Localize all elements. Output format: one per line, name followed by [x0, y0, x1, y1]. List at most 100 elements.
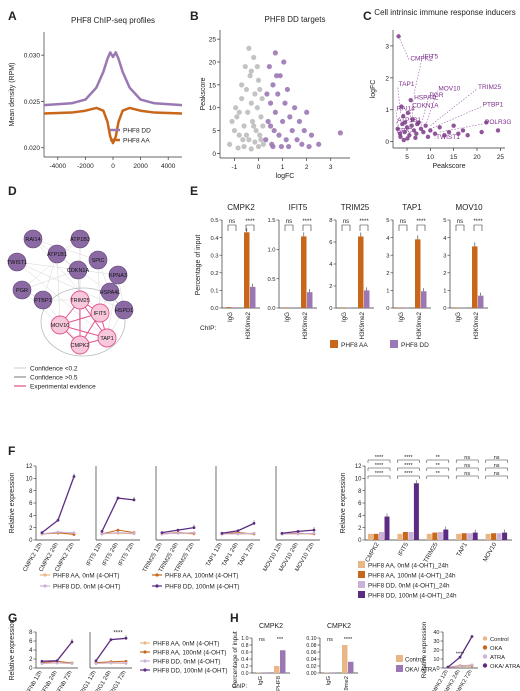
bar: [502, 532, 508, 540]
y-axis-label: Relative expression: [9, 619, 16, 680]
y-tick-label: 10: [26, 477, 33, 483]
sig-bracket: [485, 467, 508, 471]
y-tick-label: 10: [355, 477, 362, 483]
annotation-label: RAI14: [397, 105, 415, 112]
network-node-label: CMPK2: [71, 343, 90, 349]
sig-label: ns: [327, 637, 333, 643]
bar: [467, 533, 473, 540]
sig-bracket: [367, 459, 391, 463]
panel-letter: A: [8, 9, 17, 23]
data-point-grey: [254, 63, 260, 70]
bar: [432, 532, 438, 540]
data-point-grey: [243, 86, 250, 93]
sig-label: ****: [359, 219, 369, 225]
network-node: [33, 290, 53, 310]
data-point-purple: [287, 114, 293, 120]
bar-phf8-dd: [289, 307, 295, 308]
y-tick-label: 2: [329, 284, 332, 290]
data-point: [72, 531, 76, 534]
x-tick-label: H3K9me2: [302, 311, 309, 339]
data-point-purple: [308, 132, 315, 138]
network-node-label: ATP1B1: [47, 252, 67, 258]
x-tick-label: -4000: [49, 163, 66, 170]
y-tick-label: 25: [209, 37, 217, 44]
data-point: [404, 125, 410, 130]
legend-label: PHF8 AA, 0nM (4-OHT): [53, 573, 119, 580]
sig-label: ****: [375, 471, 384, 477]
y-tick-label: 20: [209, 60, 217, 67]
y-axis-label: logFC: [370, 80, 377, 99]
y-tick-label: 0.04: [306, 657, 316, 663]
network-node-label: SPIC: [92, 258, 105, 264]
x-tick-label: IgG: [284, 312, 291, 322]
bar: [379, 531, 384, 540]
panel-letter: H: [230, 611, 239, 625]
x-tick-label: RIG1 12h: [80, 670, 98, 691]
data-point: [56, 518, 60, 522]
annotation-leader: [420, 96, 429, 126]
data-point: [456, 131, 461, 136]
x-tick-label: IgG: [341, 312, 348, 322]
sig-label: ns: [464, 455, 470, 461]
y-tick-label: 0.1: [210, 289, 218, 295]
y-tick-label: 6: [29, 501, 33, 507]
data-point-grey: [246, 137, 252, 143]
data-point-purple: [271, 127, 277, 134]
data-point: [109, 638, 113, 642]
legend-label: Confidence <0.2: [30, 366, 78, 373]
y-tick-label: 0.025: [24, 99, 41, 106]
annotation-label: MOV10: [438, 86, 460, 93]
bar-phf8-aa: [340, 307, 346, 308]
sig-label: ****: [302, 219, 312, 225]
data-point-grey: [235, 145, 241, 151]
y-tick-label: 0.5: [210, 218, 218, 224]
sig-label: ns: [494, 463, 500, 469]
legend-label: PHF8 AA, 100nM (4-OHT): [165, 573, 238, 580]
data-point: [176, 528, 180, 532]
y-tick-label: 0.8: [241, 643, 248, 649]
annotation-label: PTBP1: [483, 102, 504, 109]
x-tick-label: IgG: [258, 676, 264, 686]
data-point-grey: [240, 137, 246, 143]
data-point: [296, 532, 300, 536]
data-point: [236, 532, 240, 536]
y-tick-label: 0: [358, 538, 362, 544]
legend-label: OKA/ ATRA: [405, 668, 436, 674]
data-point: [399, 104, 404, 109]
series-line-phf8-dd: [43, 51, 183, 107]
x-tick-label: -1: [232, 164, 238, 171]
subplot-title: IFIT5: [289, 203, 308, 212]
legend-marker: [143, 641, 147, 645]
sig-bracket: [284, 224, 294, 231]
cluster-outline: [40, 287, 126, 357]
legend-label: PHF8 AA, 0nM (4-OHT): [153, 641, 219, 648]
y-tick-label: 0.0: [241, 671, 248, 677]
network-node: [100, 282, 120, 302]
annotation-label: PGR: [429, 92, 443, 99]
data-point: [132, 531, 136, 535]
annotation-label: CMPK2: [410, 55, 433, 62]
sig-bracket: [473, 224, 483, 231]
bar-phf8-aa: [454, 307, 460, 308]
y-tick-label: 2: [29, 526, 33, 532]
bar-phf8-dd: [232, 307, 238, 308]
legend-label: Experimental evidence: [30, 384, 96, 391]
x-tick-label: CMPK2: [364, 541, 381, 563]
data-point-grey: [247, 73, 253, 79]
data-point-grey: [229, 118, 235, 125]
y-tick-label: 30: [433, 639, 439, 645]
sig-label: ns: [286, 219, 292, 225]
data-point-purple: [276, 132, 282, 138]
bar: [472, 532, 478, 540]
legend-swatch: [396, 665, 403, 672]
legend-marker: [143, 650, 147, 654]
data-point-grey: [243, 132, 250, 138]
y-tick-label: 3: [385, 43, 389, 50]
x-tick-label: IgG: [326, 676, 332, 686]
legend-label: Control: [405, 658, 424, 664]
network-node-label: RAI14: [25, 237, 40, 243]
data-point-grey: [241, 123, 247, 129]
sig-label: ****: [404, 455, 413, 461]
annotation-label: POLR3G: [485, 119, 511, 126]
sig-label: ****: [375, 455, 384, 461]
